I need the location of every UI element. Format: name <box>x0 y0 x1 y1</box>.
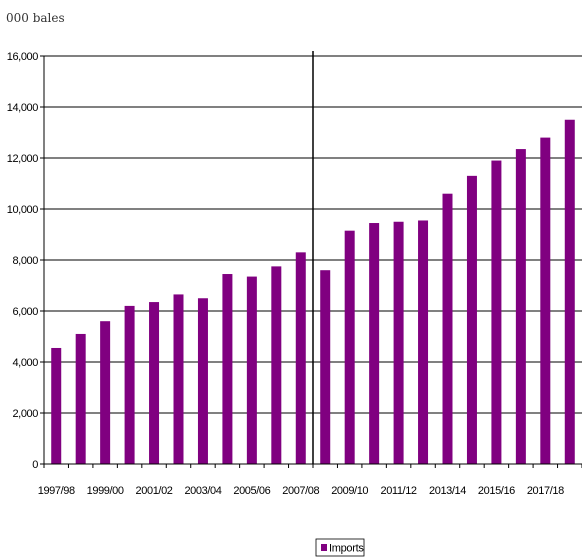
x-tick-label: 2003/04 <box>184 485 221 497</box>
bar-2008-09 <box>320 270 331 464</box>
legend: Imports <box>315 538 365 557</box>
bar-2015-16 <box>491 160 502 465</box>
y-tick-label: 0 <box>32 459 38 471</box>
x-tick-label: 2017/18 <box>527 485 564 497</box>
bar-2011-12 <box>393 221 404 464</box>
bar-2010-11 <box>369 223 380 464</box>
y-tick-label: 4,000 <box>12 357 38 369</box>
bar-1999-00 <box>100 321 111 464</box>
legend-label-imports: Imports <box>329 543 364 555</box>
bar-2007-08 <box>295 252 306 464</box>
y-tick-label: 14,000 <box>7 102 39 114</box>
x-tick-label: 2015/16 <box>478 485 515 497</box>
x-tick-label: 2011/12 <box>381 485 417 497</box>
x-tick-label: 2007/08 <box>282 485 319 497</box>
y-tick-label: 2,000 <box>12 408 38 420</box>
y-tick-label: 10,000 <box>7 204 39 216</box>
bar-2013-14 <box>442 193 453 464</box>
bar-2018-19 <box>564 119 575 464</box>
bar-2000-01 <box>124 305 135 464</box>
bar-2016-17 <box>515 149 526 464</box>
unit-label: 000 bales <box>6 11 65 25</box>
y-tick-label: 8,000 <box>12 255 38 267</box>
bar-2005-06 <box>246 276 257 464</box>
x-tick-label: 2009/10 <box>331 485 368 497</box>
y-tick-label: 16,000 <box>7 51 39 63</box>
bar-1997-98 <box>51 347 62 464</box>
bars <box>51 119 575 465</box>
bar-2004-05 <box>222 274 233 464</box>
bar-2009-10 <box>344 230 355 464</box>
bar-1998-99 <box>75 333 86 464</box>
x-axis-ticks: 1997/98 1999/00 2001/02 2003/04 2005/06 2007/… <box>38 464 582 497</box>
bar-2003-04 <box>197 298 208 464</box>
bar-2012-13 <box>418 220 429 464</box>
bar-2017-18 <box>540 137 551 464</box>
bar-2002-03 <box>173 294 184 464</box>
legend-swatch <box>321 544 327 551</box>
x-tick-label: 2013/14 <box>429 485 466 497</box>
x-tick-label: 2005/06 <box>233 485 270 497</box>
y-axis-ticks: 0 2,000 4,000 6,000 8,000 10,000 12,000 14,000 1… <box>7 51 44 471</box>
bar-2001-02 <box>149 302 160 464</box>
bar-2014-15 <box>466 175 477 464</box>
x-tick-label: 1997/98 <box>38 485 75 497</box>
y-tick-label: 12,000 <box>7 153 39 165</box>
y-tick-label: 6,000 <box>12 306 38 318</box>
x-tick-label: 2001/02 <box>136 485 173 497</box>
x-tick-label: 1999/00 <box>87 485 124 497</box>
bar-2006-07 <box>271 266 282 464</box>
legend-box <box>315 538 365 557</box>
